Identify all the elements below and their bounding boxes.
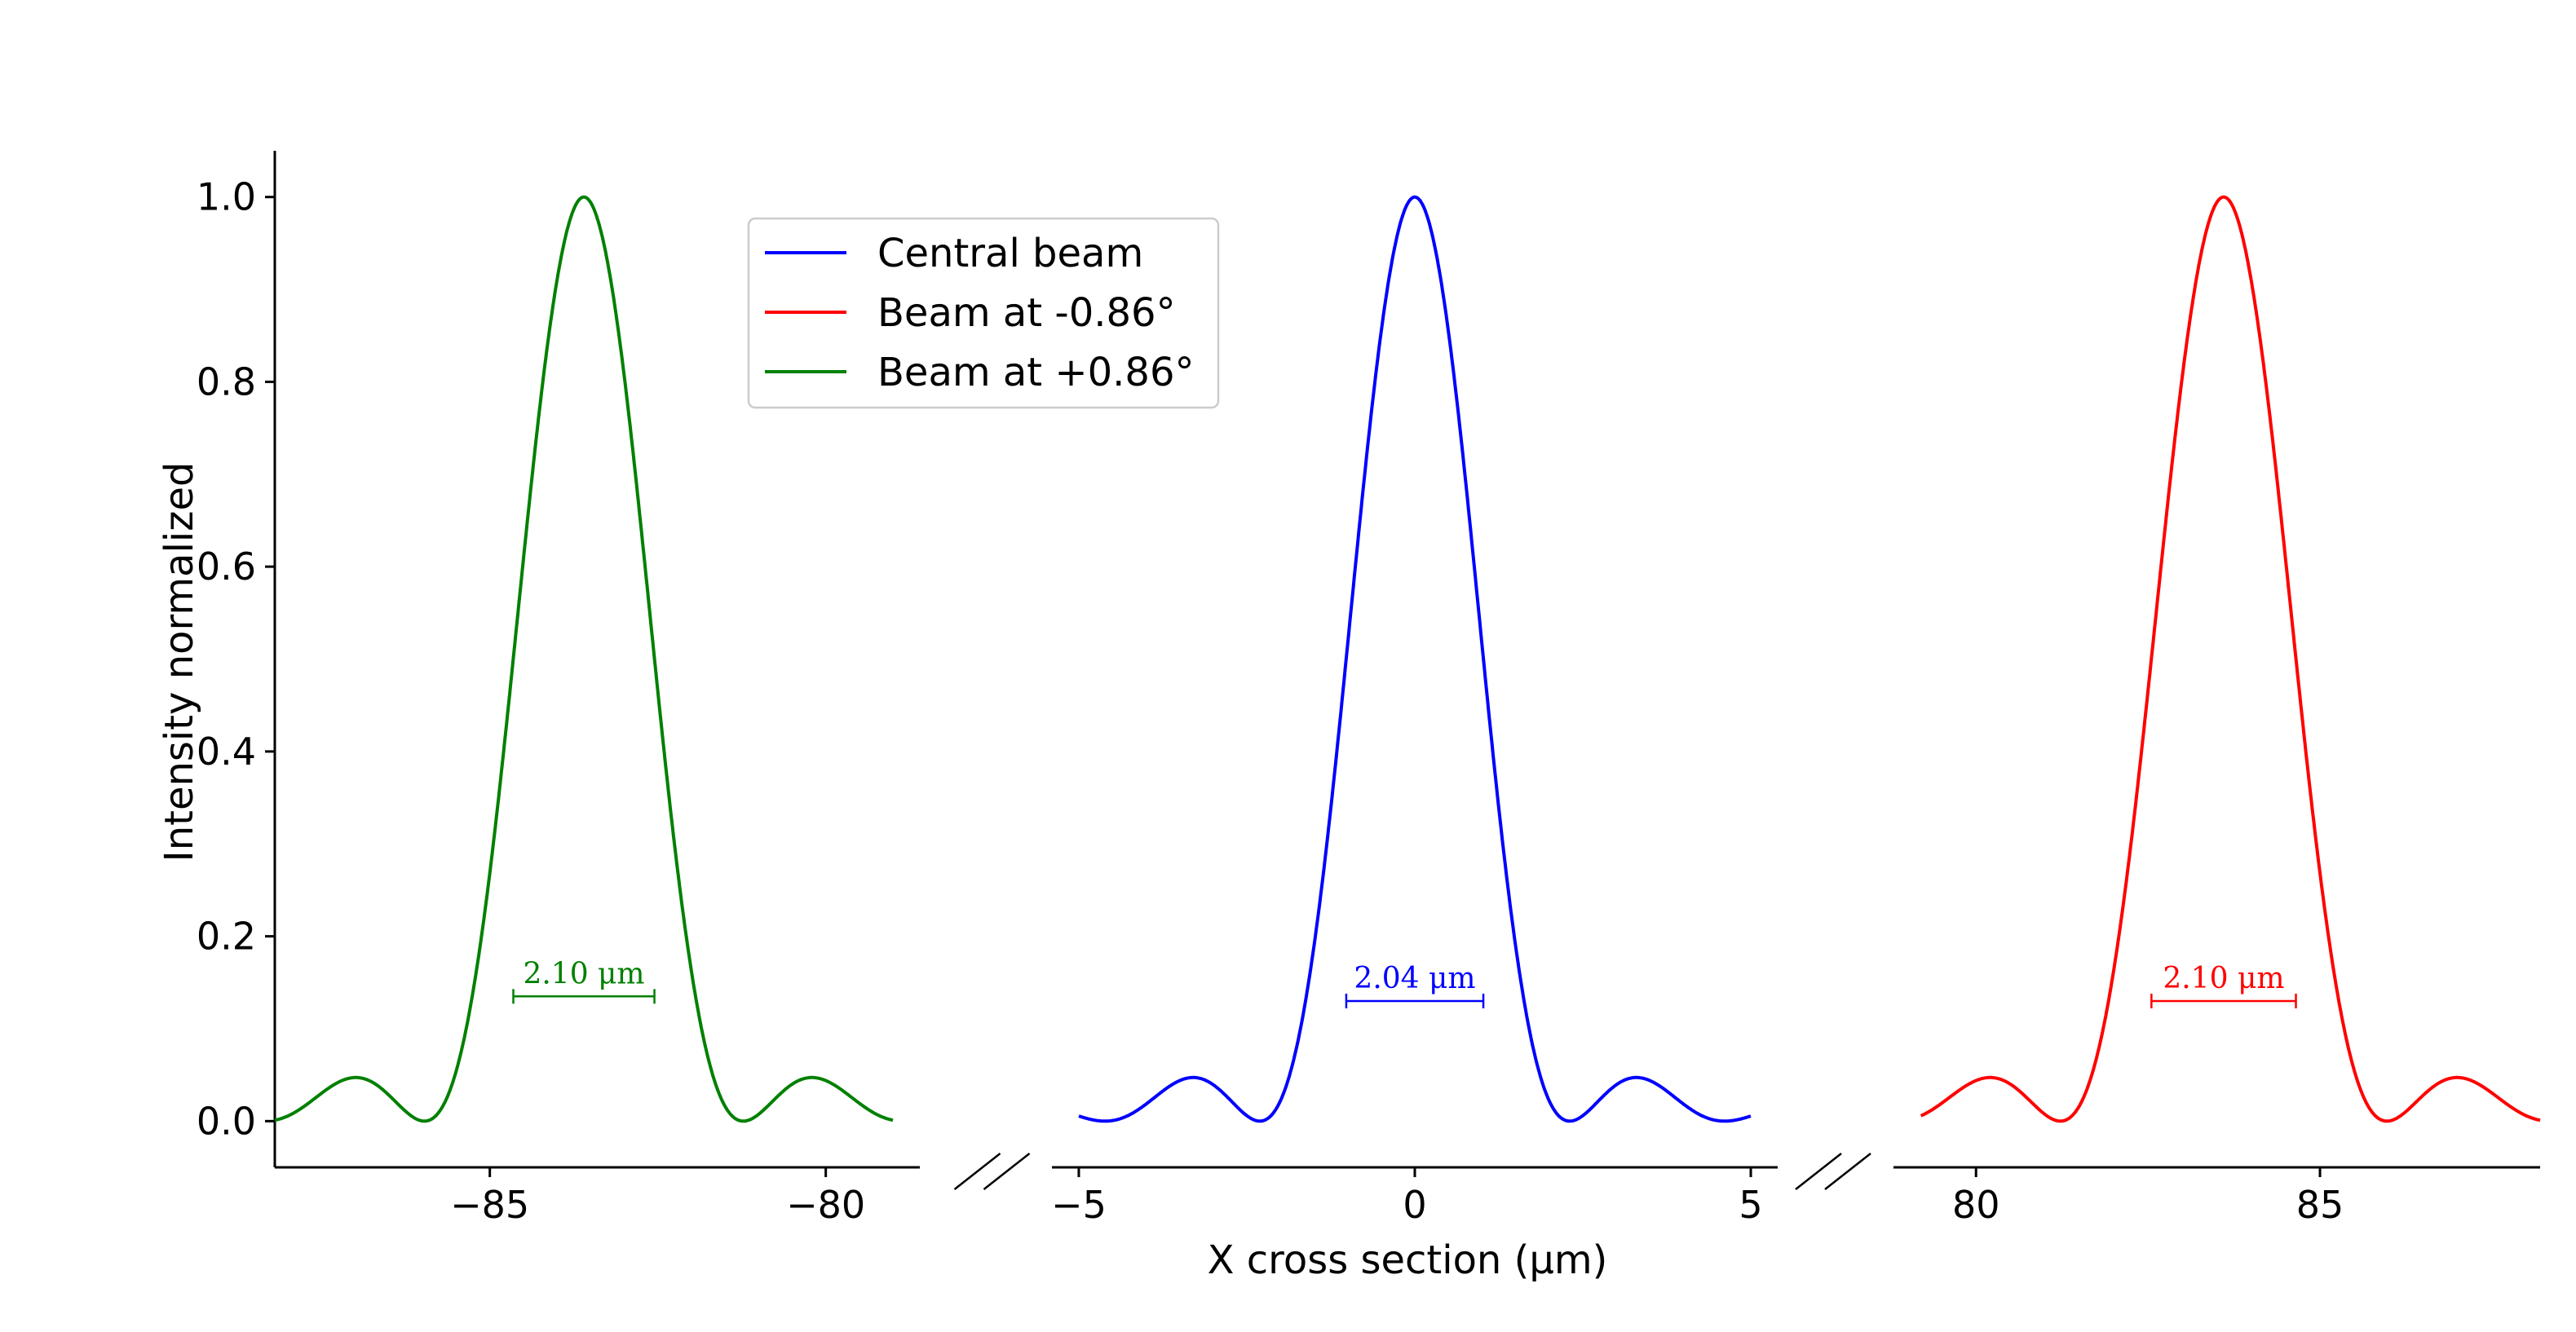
- axis-break-mark: [953, 1153, 1001, 1190]
- axis-break-mark: [1795, 1153, 1842, 1190]
- y-tick-label: 0.0: [197, 1099, 256, 1143]
- fwhm-label: 2.04 μm: [1354, 962, 1475, 995]
- legend-label: Beam at +0.86°: [877, 350, 1194, 395]
- y-tick-label: 0.4: [197, 730, 256, 774]
- fwhm-annotations: 2.04 μm 2.10 μm 2.10 μm: [512, 957, 2297, 1008]
- axis-break-mark: [1824, 1153, 1871, 1190]
- axes: 0.0 0.2 0.4 0.6 0.8 1.0 −85 −80 −5 0 5 80 85: [197, 151, 2540, 1227]
- axis-break-mark: [983, 1153, 1031, 1190]
- x-tick-label: −85: [450, 1183, 529, 1227]
- series-curves: [274, 195, 2541, 1123]
- x-tick-label: −5: [1051, 1183, 1107, 1227]
- x-axis-label: X cross section (μm): [1208, 1237, 1608, 1283]
- legend-label: Central beam: [877, 231, 1143, 276]
- legend-label: Beam at -0.86°: [877, 290, 1176, 336]
- x-tick-label: −80: [786, 1183, 865, 1227]
- legend-frame: [747, 217, 1220, 409]
- series-line: [1920, 195, 2541, 1123]
- y-tick-label: 0.6: [197, 545, 256, 589]
- x-tick-label: 5: [1739, 1183, 1762, 1227]
- fwhm-label: 2.10 μm: [523, 957, 644, 990]
- y-tick-label: 1.0: [197, 175, 256, 219]
- y-tick-label: 0.2: [197, 915, 256, 959]
- series-line: [274, 195, 894, 1123]
- y-tick-label: 0.8: [197, 359, 256, 404]
- x-tick-label: 0: [1403, 1183, 1426, 1227]
- series-line: [1078, 195, 1752, 1123]
- fwhm-label: 2.10 μm: [2163, 962, 2284, 995]
- x-tick-label: 85: [2296, 1183, 2344, 1227]
- legend: Central beam Beam at -0.86° Beam at +0.86°: [747, 217, 1220, 409]
- y-axis-label: Intensity normalized: [157, 462, 202, 862]
- x-tick-label: 80: [1952, 1183, 2000, 1227]
